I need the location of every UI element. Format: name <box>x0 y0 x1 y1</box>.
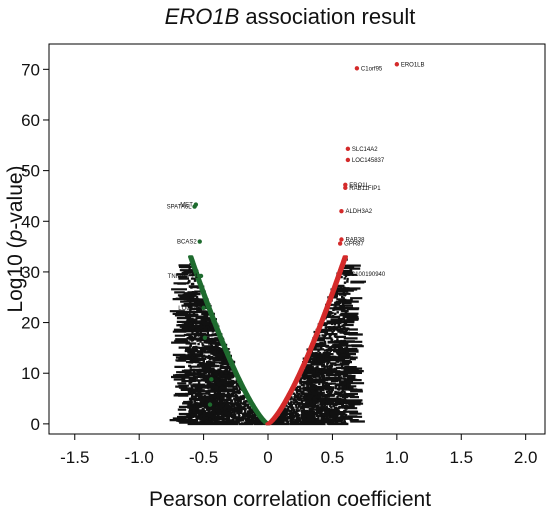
x-axis-ticks: -1.5 -1.0 -0.5 0 0.5 1.0 1.5 2.0 <box>60 434 537 467</box>
x-tick-label: -1.5 <box>60 448 89 467</box>
x-tick-label: 1.0 <box>385 448 409 467</box>
title-rest: association result <box>239 4 415 29</box>
plot-frame <box>48 43 546 435</box>
data-point <box>354 66 360 71</box>
gene-label: TNFRSF21 <box>168 274 199 280</box>
data-point <box>345 146 351 152</box>
y-tick-label: 30 <box>21 263 40 282</box>
gene-label: ERO1LB <box>401 62 425 68</box>
y-axis-label-post: -value) <box>4 165 27 229</box>
x-tick-label: 0.5 <box>321 448 345 467</box>
data-point <box>345 157 351 163</box>
gene-label: LOCAD <box>186 403 207 409</box>
gene-label: LOC100190940 <box>343 272 386 278</box>
gene-label: GPR87 <box>344 242 364 248</box>
data-point <box>339 237 344 242</box>
x-tick-label: 1.5 <box>449 448 473 467</box>
data-point <box>193 202 199 207</box>
data-point <box>198 273 204 279</box>
gene-label: C1orf95 <box>361 66 383 72</box>
gene-label: RAB38 <box>345 238 365 244</box>
data-point <box>337 241 343 246</box>
data-point <box>201 305 206 311</box>
data-point <box>343 182 348 188</box>
gene-label: LOC <box>190 336 203 342</box>
data-point <box>336 271 342 277</box>
x-tick-label: -1.0 <box>125 448 154 467</box>
gene-label: ERO1L <box>349 183 369 189</box>
y-tick-label: 60 <box>21 111 40 130</box>
y-tick-label: 10 <box>21 364 40 383</box>
gene-label: SPATA6L <box>167 205 193 211</box>
data-point <box>202 335 208 340</box>
x-tick-label: -0.5 <box>189 448 218 467</box>
gene-label: MET <box>180 203 193 209</box>
x-tick-label: 2.0 <box>514 448 538 467</box>
bulk-point-cloud <box>169 255 366 426</box>
gene-label: SLC14A2 <box>352 147 378 153</box>
x-tick-label: 0 <box>263 448 272 467</box>
positive-edge-points <box>265 255 348 426</box>
highlighted-points <box>192 62 400 407</box>
x-axis-label: Pearson correlation coefficient <box>149 488 431 511</box>
y-tick-label: 20 <box>21 314 40 333</box>
y-tick-label: 0 <box>31 415 40 434</box>
y-tick-label: 50 <box>21 162 40 181</box>
y-tick-label: 70 <box>21 60 40 79</box>
gene-label: RAB11FIP1 <box>349 186 381 192</box>
data-point <box>343 185 348 191</box>
data-point <box>207 402 213 407</box>
data-point <box>339 208 344 214</box>
gene-label: LOC145837 <box>352 158 385 164</box>
gene-label: BCAS2 <box>177 240 197 246</box>
y-tick-label: 40 <box>21 212 40 231</box>
y-axis-ticks: 0 10 20 30 40 50 60 70 <box>21 60 49 434</box>
gene-label: LOC100 <box>178 306 201 312</box>
data-point <box>394 62 400 67</box>
y-axis-label: Log10 (p-value) <box>4 165 27 312</box>
gene-labels: ERO1LB C1orf95 SLC14A2 LOC145837 ERO1LRAB11F… <box>167 62 425 408</box>
data-point <box>197 239 202 244</box>
data-point <box>209 377 214 382</box>
gene-label: ALDH3A2 <box>345 209 372 215</box>
y-axis-label-pre: Log10 ( <box>4 241 27 312</box>
title-gene: ERO1B <box>165 4 240 29</box>
gene-label: LOCAT <box>189 377 209 383</box>
y-axis-label-p: p <box>4 230 27 243</box>
chart-title: ERO1B association result <box>165 4 416 29</box>
